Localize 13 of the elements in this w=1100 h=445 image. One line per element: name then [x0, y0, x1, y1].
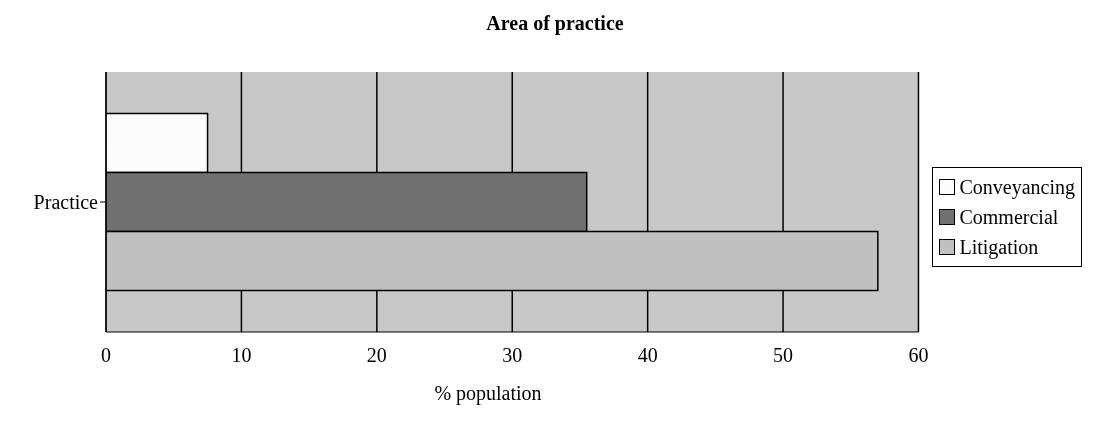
x-tick-label: 30 — [502, 344, 523, 367]
legend-label: Commercial — [959, 205, 1059, 230]
chart-title: Area of practice — [485, 11, 625, 37]
legend-label: Conveyancing — [959, 175, 1075, 201]
x-tick-label: 0 — [101, 344, 111, 367]
x-tick-label: 20 — [366, 344, 387, 367]
x-tick-label: 40 — [637, 344, 658, 367]
y-tick-label: Practice — [33, 191, 99, 214]
x-tick-label: 60 — [908, 344, 929, 367]
x-axis-title: % population — [433, 382, 543, 405]
x-tick-label: 50 — [773, 344, 794, 367]
x-tick-label: 10 — [231, 344, 252, 367]
legend-label: Litigation — [959, 235, 1039, 261]
